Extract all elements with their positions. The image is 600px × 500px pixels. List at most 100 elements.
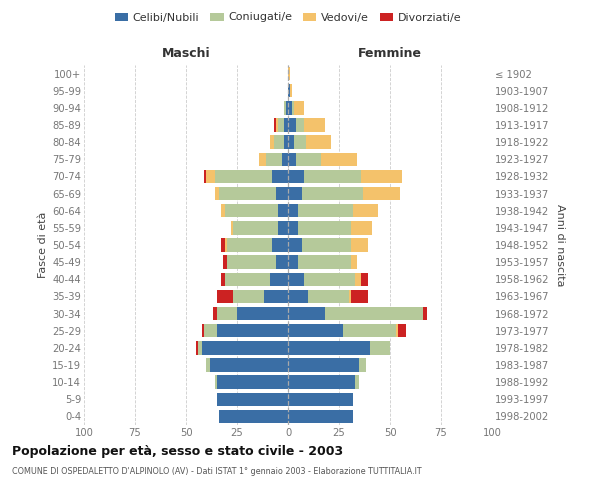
- Bar: [302, 187, 364, 200]
- Bar: [288, 272, 304, 286]
- Bar: [218, 187, 276, 200]
- Bar: [215, 376, 217, 389]
- Bar: [298, 204, 353, 218]
- Text: Femmine: Femmine: [358, 47, 422, 60]
- Bar: [221, 272, 225, 286]
- Text: Popolazione per età, sesso e stato civile - 2003: Popolazione per età, sesso e stato civil…: [12, 445, 343, 458]
- Bar: [276, 118, 278, 132]
- Bar: [233, 221, 278, 234]
- Bar: [325, 307, 422, 320]
- Bar: [211, 358, 288, 372]
- Bar: [294, 101, 304, 114]
- Bar: [288, 67, 290, 80]
- Bar: [288, 152, 296, 166]
- Bar: [296, 118, 304, 132]
- Bar: [349, 290, 351, 303]
- Y-axis label: Fasce di età: Fasce di età: [38, 212, 48, 278]
- Bar: [361, 170, 402, 183]
- Bar: [276, 187, 288, 200]
- Bar: [284, 118, 288, 132]
- Bar: [286, 101, 288, 114]
- Bar: [225, 204, 278, 218]
- Bar: [206, 170, 215, 183]
- Bar: [302, 238, 351, 252]
- Bar: [351, 256, 358, 269]
- Bar: [282, 152, 288, 166]
- Bar: [274, 118, 276, 132]
- Bar: [274, 136, 284, 149]
- Bar: [422, 307, 427, 320]
- Bar: [227, 238, 272, 252]
- Bar: [288, 204, 298, 218]
- Text: Maschi: Maschi: [161, 47, 211, 60]
- Bar: [272, 238, 288, 252]
- Bar: [259, 152, 266, 166]
- Bar: [278, 204, 288, 218]
- Bar: [290, 84, 292, 98]
- Bar: [288, 238, 302, 252]
- Bar: [288, 341, 370, 354]
- Bar: [351, 290, 368, 303]
- Bar: [288, 84, 290, 98]
- Bar: [231, 221, 233, 234]
- Bar: [351, 221, 371, 234]
- Bar: [304, 170, 361, 183]
- Bar: [278, 118, 284, 132]
- Y-axis label: Anni di nascita: Anni di nascita: [555, 204, 565, 286]
- Bar: [288, 410, 353, 423]
- Bar: [198, 341, 202, 354]
- Bar: [206, 358, 211, 372]
- Bar: [278, 221, 288, 234]
- Bar: [218, 410, 288, 423]
- Bar: [272, 170, 288, 183]
- Bar: [398, 324, 406, 338]
- Bar: [263, 290, 288, 303]
- Bar: [288, 376, 355, 389]
- Bar: [288, 118, 296, 132]
- Bar: [284, 136, 288, 149]
- Bar: [396, 324, 398, 338]
- Bar: [217, 307, 237, 320]
- Bar: [217, 376, 288, 389]
- Bar: [308, 290, 349, 303]
- Bar: [212, 307, 217, 320]
- Bar: [343, 324, 396, 338]
- Bar: [217, 392, 288, 406]
- Bar: [269, 136, 274, 149]
- Bar: [361, 272, 368, 286]
- Bar: [351, 238, 368, 252]
- Bar: [307, 136, 331, 149]
- Bar: [215, 187, 218, 200]
- Bar: [269, 272, 288, 286]
- Bar: [294, 136, 307, 149]
- Bar: [223, 256, 227, 269]
- Bar: [353, 204, 378, 218]
- Bar: [355, 376, 359, 389]
- Bar: [221, 238, 225, 252]
- Bar: [288, 187, 302, 200]
- Text: COMUNE DI OSPEDALETTO D'ALPINOLO (AV) - Dati ISTAT 1° gennaio 2003 - Elaborazion: COMUNE DI OSPEDALETTO D'ALPINOLO (AV) - …: [12, 468, 422, 476]
- Bar: [364, 187, 400, 200]
- Bar: [215, 170, 272, 183]
- Bar: [288, 256, 298, 269]
- Bar: [370, 341, 390, 354]
- Bar: [288, 221, 298, 234]
- Bar: [288, 324, 343, 338]
- Bar: [276, 256, 288, 269]
- Bar: [221, 204, 225, 218]
- Bar: [296, 152, 320, 166]
- Bar: [225, 272, 269, 286]
- Bar: [202, 341, 288, 354]
- Bar: [225, 238, 227, 252]
- Bar: [288, 290, 308, 303]
- Bar: [205, 170, 206, 183]
- Bar: [355, 272, 361, 286]
- Bar: [320, 152, 358, 166]
- Bar: [298, 221, 351, 234]
- Bar: [202, 324, 205, 338]
- Bar: [288, 101, 292, 114]
- Bar: [288, 392, 353, 406]
- Bar: [288, 358, 359, 372]
- Bar: [217, 324, 288, 338]
- Bar: [304, 272, 355, 286]
